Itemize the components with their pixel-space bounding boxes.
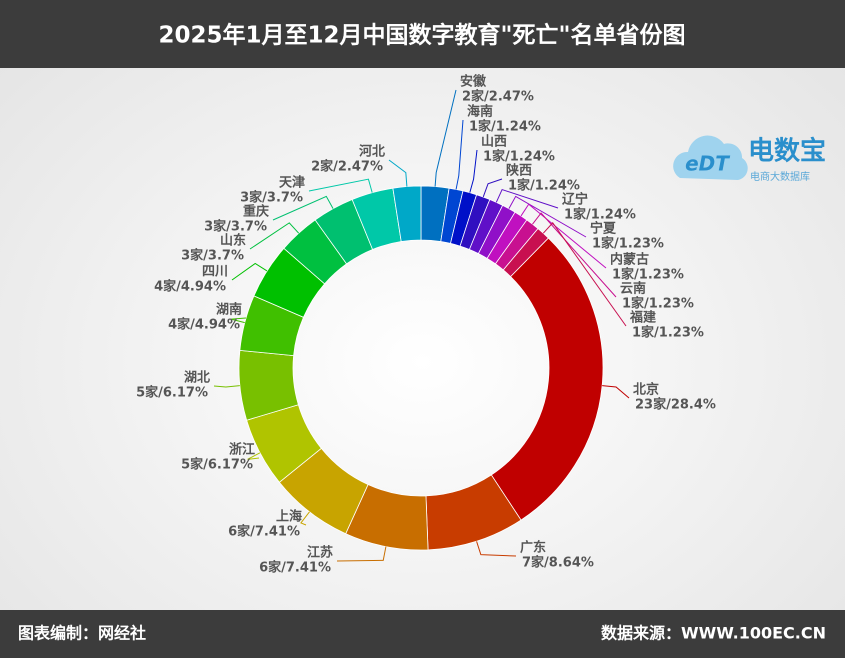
leader-line bbox=[482, 178, 503, 198]
category-label: 广东 bbox=[520, 540, 546, 556]
category-label: 内蒙古 bbox=[610, 252, 649, 268]
category-label: 山西 bbox=[481, 134, 507, 150]
footer-bar bbox=[0, 610, 845, 658]
category-label: 河北 bbox=[359, 144, 385, 160]
category-label: 湖北 bbox=[184, 371, 210, 386]
value-label: 1家/1.24% bbox=[508, 178, 580, 194]
footer-left: 图表编制：网经社 bbox=[18, 624, 146, 643]
value-label: 1家/1.23% bbox=[612, 267, 684, 283]
leader-line bbox=[213, 385, 240, 388]
leader-line bbox=[469, 149, 478, 193]
value-label: 3家/3.7% bbox=[181, 248, 244, 264]
leader-line bbox=[602, 385, 630, 399]
leader-line bbox=[388, 159, 408, 187]
value-label: 6家/7.41% bbox=[228, 524, 300, 540]
category-label: 宁夏 bbox=[590, 221, 617, 237]
value-label: 6家/7.41% bbox=[259, 560, 331, 576]
category-label: 湖南 bbox=[216, 302, 242, 318]
value-label: 3家/3.7% bbox=[204, 219, 267, 235]
category-label: 重庆 bbox=[243, 204, 269, 220]
logo: eDT 电数宝 电商大数据库 bbox=[673, 135, 826, 183]
leader-line bbox=[434, 89, 457, 187]
leader-line bbox=[336, 546, 387, 562]
category-label: 上海 bbox=[276, 509, 302, 525]
value-label: 4家/4.94% bbox=[168, 317, 240, 333]
category-label: 安徽 bbox=[460, 74, 487, 90]
donut: 安徽2家/2.47%海南1家/1.24%山西1家/1.24%陕西1家/1.24%… bbox=[136, 74, 716, 576]
logo-tagline: 电商大数据库 bbox=[750, 170, 810, 183]
footer-right: 数据来源：WWW.100EC.CN bbox=[601, 624, 826, 643]
category-label: 四川 bbox=[202, 265, 228, 280]
category-label: 陕西 bbox=[506, 163, 532, 179]
leader-line bbox=[495, 188, 559, 209]
leader-line bbox=[520, 203, 607, 269]
category-label: 北京 bbox=[633, 382, 659, 398]
value-label: 1家/1.23% bbox=[632, 325, 704, 341]
value-label: 1家/1.24% bbox=[469, 119, 541, 135]
leader-line bbox=[476, 541, 517, 557]
leader-line bbox=[249, 222, 300, 250]
value-label: 4家/4.94% bbox=[154, 279, 226, 295]
category-label: 浙江 bbox=[229, 442, 255, 458]
leader-line bbox=[308, 178, 373, 193]
leader-line bbox=[231, 262, 268, 281]
value-label: 1家/1.24% bbox=[483, 149, 555, 165]
leader-line bbox=[455, 119, 464, 190]
value-label: 3家/3.7% bbox=[240, 190, 303, 206]
category-label: 海南 bbox=[467, 104, 493, 120]
value-label: 1家/1.23% bbox=[592, 236, 664, 252]
donut-segment bbox=[392, 185, 422, 242]
header-bar bbox=[0, 0, 845, 68]
category-label: 天津 bbox=[279, 175, 305, 191]
value-label: 5家/6.17% bbox=[136, 385, 208, 401]
value-label: 1家/1.24% bbox=[564, 207, 636, 223]
value-label: 1家/1.23% bbox=[622, 296, 694, 312]
chart-title: 2025年1月至12月中国数字教育"死亡"名单省份图 bbox=[159, 22, 686, 49]
leader-line bbox=[300, 511, 310, 526]
value-label: 23家/28.4% bbox=[635, 397, 716, 413]
category-label: 辽宁 bbox=[562, 192, 588, 208]
value-label: 7家/8.64% bbox=[522, 555, 594, 571]
logo-name: 电数宝 bbox=[748, 136, 826, 167]
leader-line bbox=[542, 222, 627, 327]
value-label: 2家/2.47% bbox=[311, 159, 383, 175]
leader-line bbox=[508, 195, 587, 238]
leader-line bbox=[247, 452, 261, 460]
value-label: 2家/2.47% bbox=[462, 89, 534, 105]
leader-line bbox=[272, 195, 334, 221]
category-label: 江苏 bbox=[307, 545, 333, 561]
value-label: 5家/6.17% bbox=[181, 457, 253, 473]
leader-line bbox=[231, 317, 247, 324]
leader-line bbox=[532, 212, 617, 298]
logo-cloud bbox=[673, 135, 748, 180]
logo-mark: eDT bbox=[685, 152, 730, 176]
category-label: 云南 bbox=[620, 281, 646, 297]
category-label: 山东 bbox=[220, 233, 246, 249]
category-label: 福建 bbox=[629, 310, 656, 326]
